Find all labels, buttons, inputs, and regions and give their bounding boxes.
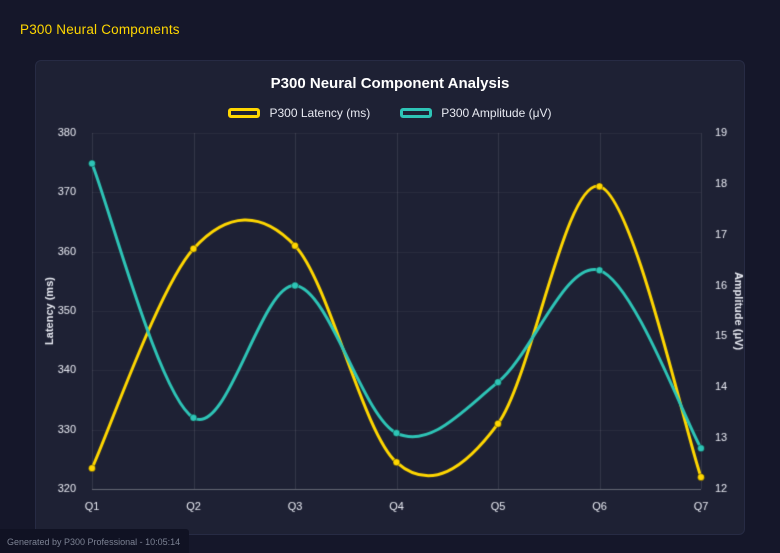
page-title: P300 Neural Components: [20, 22, 180, 37]
legend-label-amplitude: P300 Amplitude (μV): [441, 106, 552, 120]
status-bar: Generated by P300 Professional - 10:05:1…: [0, 529, 190, 553]
chart-legend: P300 Latency (ms) P300 Amplitude (μV): [36, 106, 744, 120]
latency-line-swatch: [228, 108, 261, 118]
chart-panel: P300 Neural Component Analysis P300 Late…: [35, 60, 746, 535]
amplitude-line-swatch: [400, 108, 433, 118]
legend-item-amplitude[interactable]: P300 Amplitude (μV): [400, 106, 552, 120]
legend-item-latency[interactable]: P300 Latency (ms): [228, 106, 370, 120]
generated-by-text: Generated by P300 Professional - 10:05:1…: [7, 537, 181, 547]
chart-title: P300 Neural Component Analysis: [270, 75, 510, 92]
legend-label-latency: P300 Latency (ms): [269, 106, 371, 120]
chart-canvas[interactable]: [36, 125, 746, 525]
